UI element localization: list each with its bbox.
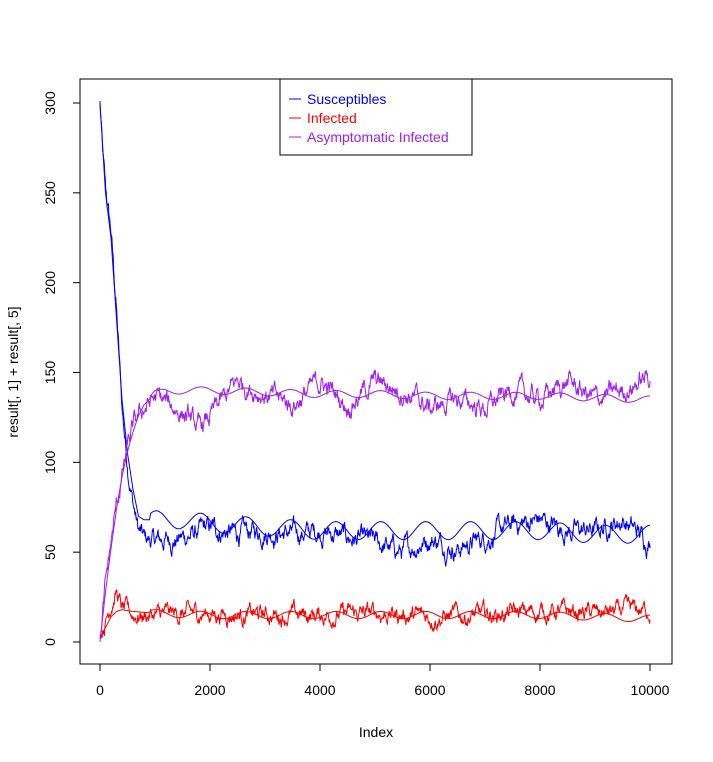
x-tick-label: 10000 (631, 682, 670, 698)
legend: Susceptibles Infected Asymptomatic Infec… (279, 78, 473, 156)
x-axis-title: Index (359, 724, 393, 740)
y-tick-label: 250 (42, 181, 58, 205)
y-axis-title: result[, 1] + result[, 5] (5, 306, 21, 437)
x-axis: 0 2000 4000 6000 8000 10000 (96, 663, 670, 698)
series-susceptibles-mean-line (99, 102, 651, 544)
y-axis: 0 50 100 150 200 250 300 (42, 91, 81, 646)
legend-label-asymptomatic-infected: Asymptomatic Infected (307, 129, 449, 145)
series-susceptibles-line (99, 100, 651, 567)
x-tick-label: 8000 (524, 682, 555, 698)
y-tick-label: 300 (42, 91, 58, 115)
x-tick-label: 0 (96, 682, 104, 698)
y-tick-label: 150 (42, 361, 58, 385)
series-layer (99, 100, 651, 643)
series-infected-line (99, 589, 651, 639)
series-asymptomatic-infected-mean-line (99, 386, 650, 643)
legend-label-infected: Infected (307, 110, 357, 126)
y-tick-label: 50 (42, 544, 58, 560)
x-tick-label: 4000 (304, 682, 335, 698)
y-tick-label: 100 (42, 450, 58, 474)
legend-box (279, 78, 473, 156)
legend-label-susceptibles: Susceptibles (307, 91, 386, 107)
x-tick-label: 2000 (194, 682, 225, 698)
y-tick-label: 200 (42, 271, 58, 295)
series-asymptomatic-infected-line (99, 369, 651, 639)
y-tick-label: 0 (42, 638, 58, 646)
x-tick-label: 6000 (414, 682, 445, 698)
